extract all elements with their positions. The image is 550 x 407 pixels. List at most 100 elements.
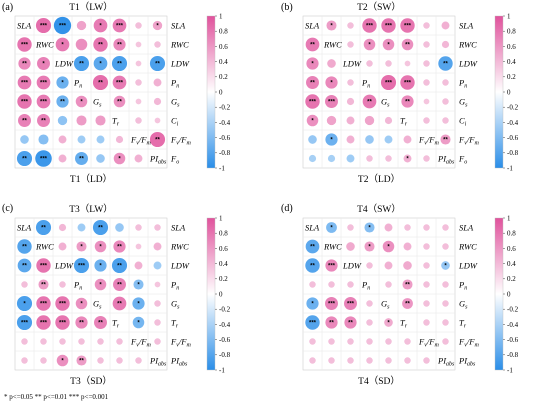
significance-stars: ** (60, 100, 65, 106)
diag-label-fvfm: Fv/Fm (418, 135, 439, 147)
upper-correlation-circle (382, 38, 395, 51)
upper-correlation-circle (76, 20, 87, 31)
upper-correlation-circle (423, 262, 430, 269)
colorbar (494, 217, 504, 371)
lower-correlation-circle (21, 338, 28, 345)
panel-subtitle: T2（LD） (358, 173, 400, 185)
upper-correlation-circle (133, 279, 144, 290)
upper-correlation-circle (364, 222, 375, 233)
colorbar-tick-label: 1 (219, 12, 223, 20)
lower-correlation-circle (325, 297, 338, 310)
upper-correlation-circle (113, 240, 126, 253)
upper-correlation-circle (385, 60, 392, 67)
colorbar-tick-label: 0.4 (219, 260, 228, 268)
upper-correlation-circle (135, 22, 142, 29)
upper-correlation-circle (92, 74, 109, 91)
upper-correlation-circle (153, 97, 162, 106)
right-label-ldw: LDW (458, 59, 478, 69)
panel-c: (c) T3（LW）T3（SD）SLARWCLDWPnGsTrFv/FmPIabs… (2, 203, 231, 387)
upper-correlation-circle (77, 223, 86, 232)
right-label-gs: Gs (459, 299, 468, 311)
lower-correlation-circle (55, 296, 70, 311)
significance-stars: * (311, 302, 314, 308)
upper-correlation-circle (35, 17, 52, 34)
upper-correlation-circle (134, 261, 143, 270)
upper-correlation-circle (135, 243, 142, 250)
lower-correlation-circle (17, 75, 32, 90)
significance-stars: ** (79, 321, 84, 327)
upper-correlation-circle (423, 41, 430, 48)
lower-correlation-circle (16, 150, 33, 167)
lower-correlation-circle (21, 281, 28, 288)
significance-stars: ** (367, 100, 372, 106)
upper-correlation-circle (400, 18, 415, 33)
lower-correlation-circle (346, 116, 355, 125)
upper-correlation-circle (152, 20, 163, 31)
significance-stars: *** (116, 24, 124, 30)
upper-correlation-circle (132, 297, 145, 310)
significance-stars: * (61, 81, 64, 87)
significance-stars: ** (41, 226, 46, 232)
lower-correlation-circle (37, 114, 50, 127)
colorbar-tick-label: -0.2 (507, 104, 519, 112)
lower-correlation-circle (328, 357, 335, 364)
significance-stars: *** (21, 81, 29, 87)
significance-stars: ** (98, 321, 103, 327)
significance-stars: * (137, 283, 140, 289)
diag-label-fvfm: Fv/Fm (130, 135, 151, 147)
lower-correlation-circle (97, 338, 104, 345)
lower-correlation-circle (366, 155, 373, 162)
upper-correlation-circle (55, 37, 70, 52)
upper-correlation-circle (347, 22, 354, 29)
lower-correlation-circle (328, 281, 335, 288)
lower-correlation-circle (115, 135, 124, 144)
diag-label-sla: SLA (17, 223, 32, 233)
significance-stars: *** (328, 100, 336, 106)
right-label-gs: Gs (171, 299, 180, 311)
upper-correlation-circle (423, 98, 430, 105)
upper-correlation-circle (92, 219, 109, 236)
significance-stars: * (99, 264, 102, 270)
upper-correlation-circle (93, 18, 108, 33)
upper-correlation-circle (404, 224, 411, 231)
upper-correlation-circle (73, 257, 90, 274)
panel-d: (d) T4（SW）T4（SD）SLARWCLDWPnGsTrFv/FmPIabs… (281, 203, 519, 387)
lower-correlation-circle (385, 357, 392, 364)
upper-correlation-circle (440, 134, 451, 145)
lower-correlation-circle (308, 135, 317, 144)
right-label-pn: Pn (458, 78, 467, 90)
upper-correlation-circle (400, 75, 415, 90)
upper-correlation-circle (35, 219, 52, 236)
significance-stars: *** (309, 100, 317, 106)
upper-correlation-circle (401, 38, 414, 51)
significance-stars: * (118, 157, 121, 163)
upper-correlation-circle (135, 224, 142, 231)
lower-correlation-circle (309, 281, 316, 288)
lower-correlation-circle (366, 338, 373, 345)
lower-correlation-circle (403, 154, 412, 163)
right-label-rwc: RWC (458, 242, 477, 252)
lower-correlation-circle (404, 357, 411, 364)
significance-stars: *** (40, 321, 48, 327)
colorbar-tick-label: -1 (219, 164, 225, 172)
colorbar-tick-label: 0.4 (507, 260, 516, 268)
right-label-piabs: PIabs (458, 356, 476, 368)
right-label-ldw: LDW (170, 261, 190, 271)
colorbar-tick-label: -0.8 (219, 149, 231, 157)
right-label-sla: SLA (459, 223, 474, 233)
significance-stars: ** (41, 119, 46, 125)
colorbar-tick-label: -0.6 (219, 336, 231, 344)
upper-correlation-circle (401, 95, 414, 108)
lower-correlation-circle (36, 296, 51, 311)
lower-correlation-circle (57, 115, 68, 126)
significance-stars: * (99, 62, 102, 68)
colorbar-tick-label: 0.2 (507, 275, 516, 283)
colorbar-tick-label: 0.2 (219, 275, 228, 283)
panel-title: T3（LW） (69, 203, 113, 215)
significance-stars: *** (404, 81, 412, 87)
significance-stars: *** (40, 100, 48, 106)
colorbar-tick-label: 0.8 (507, 28, 516, 36)
upper-correlation-circle (135, 41, 142, 48)
lower-correlation-circle (96, 135, 105, 144)
upper-correlation-circle (113, 95, 126, 108)
